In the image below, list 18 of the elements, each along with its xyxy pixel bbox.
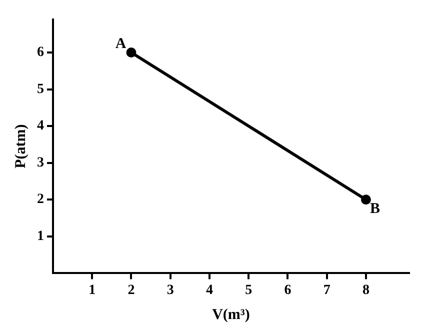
y-tick-label: 1: [37, 229, 44, 244]
y-tick-label: 3: [37, 155, 44, 170]
x-tick-label: 3: [166, 283, 174, 298]
y-tick-label: 5: [37, 82, 44, 97]
y-tick-label: 6: [37, 45, 44, 60]
x-tick-label: 4: [206, 283, 213, 298]
x-tick-label: 5: [245, 283, 252, 298]
annotation: B: [370, 201, 380, 218]
x-tick-label: 6: [284, 283, 292, 298]
x-tick-label: 1: [88, 283, 96, 298]
x-axis-title: V(m³): [212, 306, 250, 323]
annotation: A: [115, 36, 126, 52]
y-axis-title: P(atm): [12, 124, 29, 168]
y-tick-label: 4: [37, 118, 44, 134]
x-tick-label: 2: [128, 283, 135, 298]
y-tick-label: 2: [37, 192, 44, 208]
x-tick-label: 7: [323, 283, 330, 298]
x-tick-label: 8: [362, 283, 370, 298]
